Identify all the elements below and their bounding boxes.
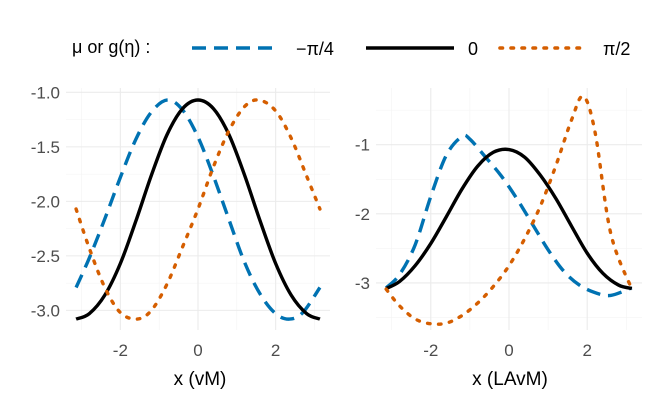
- y-tick-label: -1.0: [31, 83, 60, 102]
- panel-left-vm: -3.0 -2.5 -2.0 -1.5 -1.0 -2 0 2 x (vM): [31, 83, 330, 390]
- series-line-pi-2: [74, 98, 322, 321]
- legend-label-zero: 0: [468, 39, 478, 59]
- legend: μ or g(η) : −π/4 0 π/2: [72, 37, 630, 59]
- y-tick-labels-left: -3.0 -2.5 -2.0 -1.5 -1.0: [31, 83, 60, 320]
- y-tick-label: -2: [355, 205, 370, 224]
- y-tick-label: -1.5: [31, 138, 60, 157]
- legend-title: μ or g(η) :: [72, 37, 150, 57]
- x-axis-title-left: x (vM): [174, 369, 227, 390]
- series-right: [384, 94, 634, 326]
- y-tick-label: -2.5: [31, 247, 60, 266]
- x-tick-labels-left: -2 0 2: [113, 341, 281, 360]
- series-line-zero: [385, 147, 633, 291]
- x-tick-label: 0: [504, 341, 513, 360]
- y-tick-label: -3.0: [31, 301, 60, 320]
- y-tick-label: -1: [355, 136, 370, 155]
- gridlines-right: [376, 88, 642, 330]
- x-tick-labels-right: -2 0 2: [423, 341, 592, 360]
- y-tick-label: -3: [355, 274, 370, 293]
- x-tick-label: -2: [113, 341, 128, 360]
- panel-right-lavm: -3 -2 -1 -2 0 2 x (LAvM): [355, 88, 642, 390]
- series-line-minus-pi-4: [384, 133, 633, 298]
- legend-label-minus-pi-4: −π/4: [296, 39, 334, 59]
- x-axis-title-right: x (LAvM): [472, 369, 548, 390]
- series-line-pi-2: [384, 94, 634, 326]
- gridlines-left: [66, 88, 330, 330]
- legend-label-pi-2: π/2: [603, 39, 630, 59]
- y-tick-label: -2.0: [31, 192, 60, 211]
- series-line-zero: [75, 98, 321, 321]
- series-left: [74, 98, 322, 321]
- x-tick-label: 2: [271, 341, 280, 360]
- y-tick-labels-right: -3 -2 -1: [355, 136, 370, 293]
- x-tick-label: -2: [423, 341, 438, 360]
- x-tick-label: 0: [193, 341, 202, 360]
- x-tick-label: 2: [583, 341, 592, 360]
